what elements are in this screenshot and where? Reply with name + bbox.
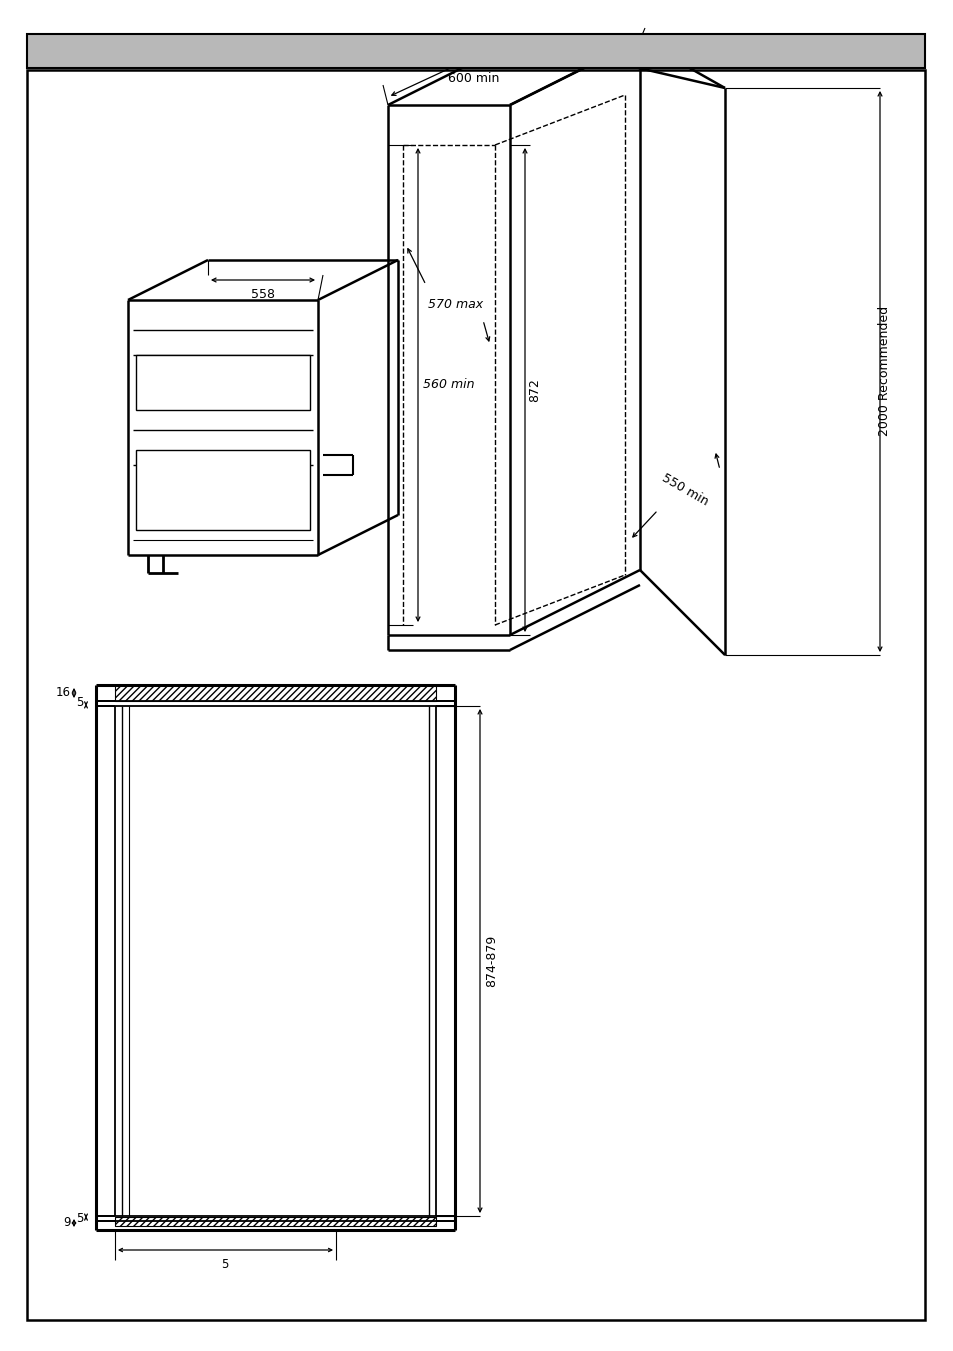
Bar — [136, 355, 310, 409]
Text: 550 min: 550 min — [659, 471, 710, 508]
Text: 558: 558 — [251, 288, 274, 300]
Bar — [27, 34, 924, 68]
Bar — [115, 685, 436, 701]
Text: 16: 16 — [56, 686, 71, 700]
Text: 872: 872 — [527, 378, 540, 403]
Text: 874-879: 874-879 — [484, 935, 497, 988]
Text: 560 min: 560 min — [422, 378, 474, 392]
Text: 570 max: 570 max — [428, 299, 482, 312]
Text: 2000 Recommended: 2000 Recommended — [878, 305, 890, 436]
Text: 600 min: 600 min — [448, 73, 498, 85]
Text: 5: 5 — [221, 1258, 229, 1270]
Text: 5: 5 — [76, 697, 84, 709]
Bar — [115, 1217, 436, 1225]
Bar — [136, 450, 310, 530]
Text: 9: 9 — [64, 1216, 71, 1229]
Text: 5: 5 — [76, 1212, 84, 1224]
